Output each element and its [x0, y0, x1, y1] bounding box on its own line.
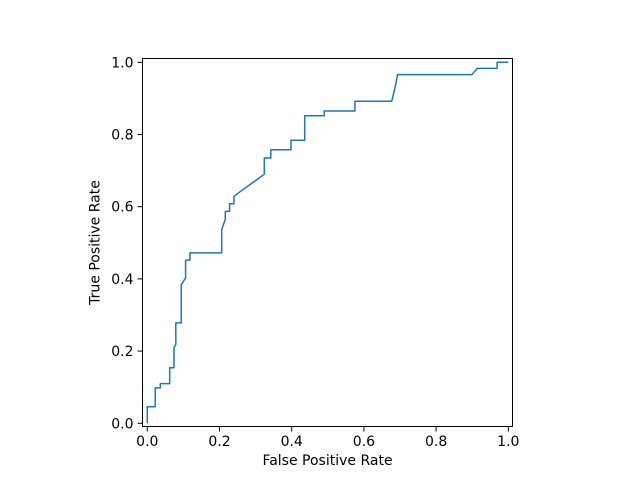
y-tick-label: 0.2: [111, 344, 133, 360]
x-tick-label: 0.2: [208, 434, 230, 450]
y-tick-label: 1.0: [111, 55, 133, 71]
x-axis-label: False Positive Rate: [262, 453, 392, 469]
y-tick-label: 0.8: [111, 127, 133, 143]
y-tick-label: 0.0: [111, 416, 133, 432]
roc-curve: [146, 61, 509, 424]
x-tick-label: 0.4: [281, 434, 303, 450]
x-tick-label: 0.0: [136, 434, 158, 450]
y-tick-label: 0.4: [111, 272, 133, 288]
axes-spines: [142, 58, 513, 427]
x-tick-label: 0.8: [425, 434, 447, 450]
x-tick-label: 0.6: [353, 434, 375, 450]
y-axis-label: True Positive Rate: [88, 180, 104, 306]
y-tick-label: 0.6: [111, 200, 133, 216]
x-tick-label: 1.0: [497, 434, 519, 450]
axes-group: 0.0 0.2 0.4 0.6 0.8 1.0 0.0 0.2 0.4 0.6 0.8 1.0: [111, 55, 519, 450]
